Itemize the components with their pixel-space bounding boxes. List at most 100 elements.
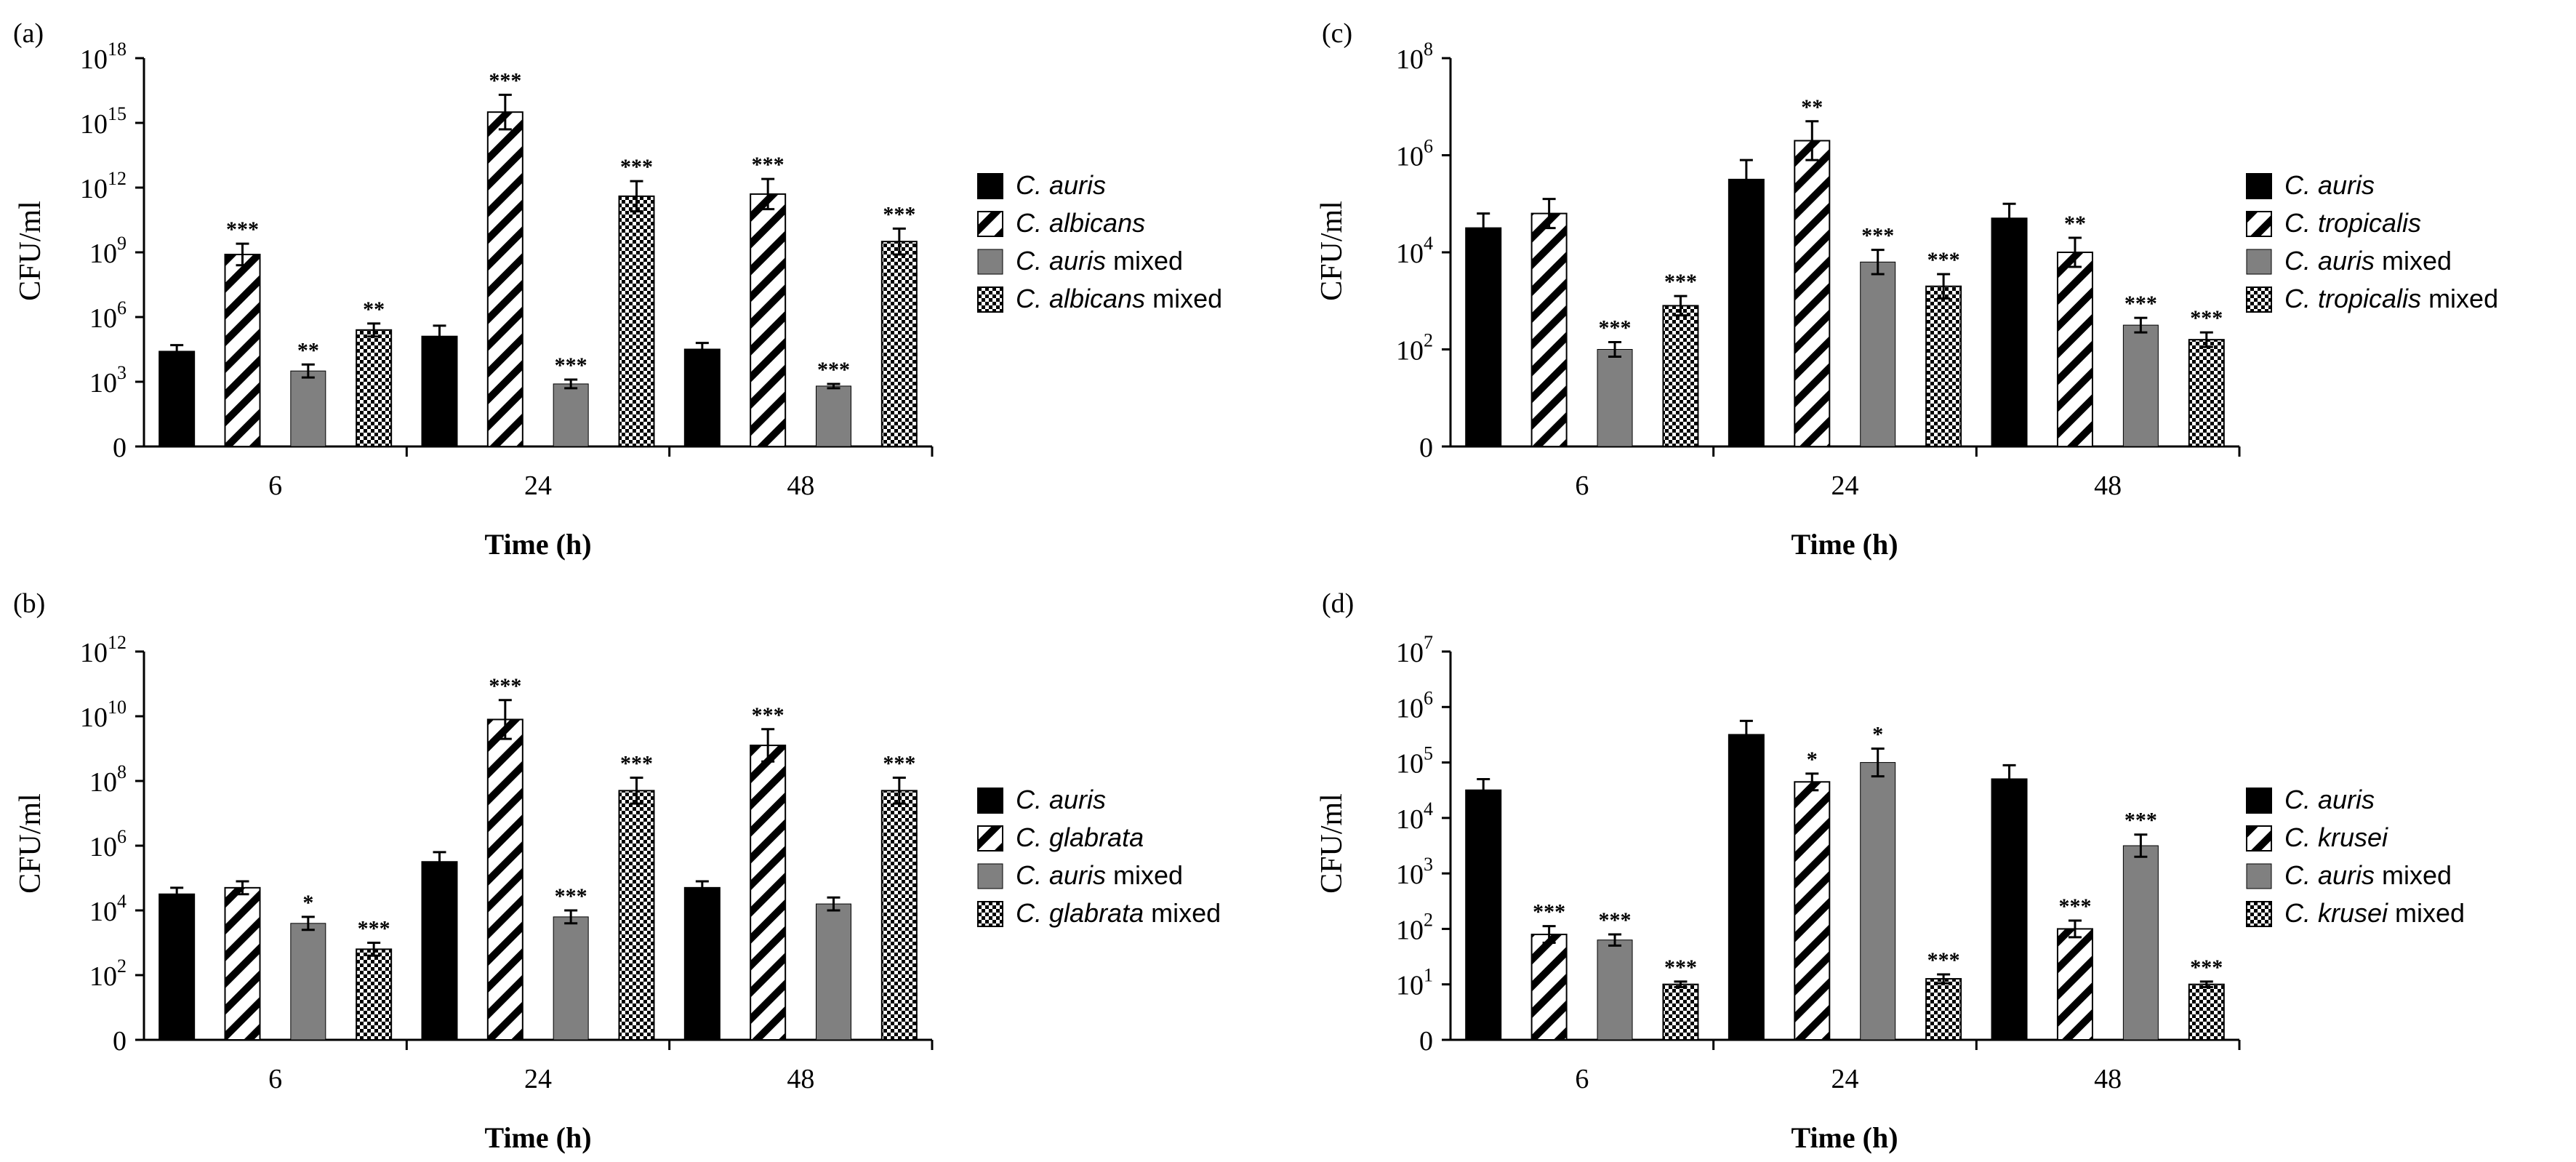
bar — [750, 193, 787, 447]
y-axis-label: CFU/ml — [14, 793, 47, 894]
bar — [356, 329, 393, 447]
legend-entry: C. auris mixed — [2284, 246, 2452, 276]
significance-label: *** — [752, 153, 785, 177]
bar — [1597, 349, 1633, 447]
significance-label: *** — [1861, 224, 1894, 248]
y-tick-label: 1012 — [80, 168, 127, 204]
significance-label: *** — [226, 217, 259, 241]
legend-entry: C. auris mixed — [2284, 860, 2452, 890]
x-tick-label: 48 — [2094, 470, 2122, 501]
y-tick-label: 106 — [89, 297, 127, 334]
bar — [1465, 789, 1502, 1041]
legend-swatch — [2246, 901, 2272, 927]
y-tick-label: 1012 — [80, 632, 127, 668]
x-tick-label: 6 — [1575, 470, 1589, 501]
bar — [224, 253, 261, 447]
significance-label: * — [302, 891, 313, 915]
legend-entry: C. auris mixed — [1016, 246, 1183, 276]
legend-entry: C. auris — [2284, 785, 2375, 814]
legend: C. auris C. tropicalis C. auris mixed C. tr… — [2246, 170, 2498, 313]
legend-swatch — [977, 863, 1003, 889]
legend-entry: C. albicans — [1016, 208, 1145, 238]
significance-label: * — [1807, 748, 1818, 772]
bar — [224, 886, 261, 1041]
y-tick-label: 103 — [89, 362, 127, 398]
x-tick-label: 6 — [268, 1064, 282, 1094]
legend-swatch — [2246, 173, 2272, 199]
y-axis-label: CFU/ml — [1315, 201, 1349, 301]
bar — [2122, 324, 2159, 447]
bar — [1597, 939, 1633, 1041]
bar — [750, 745, 787, 1041]
legend: C. auris C. glabrata C. auris mixed C. glab… — [977, 785, 1221, 928]
significance-label: *** — [2058, 894, 2091, 918]
bar — [1991, 778, 2028, 1041]
bar — [1465, 227, 1502, 447]
bar — [486, 718, 523, 1041]
y-tick-label: 102 — [89, 955, 127, 992]
bar — [1728, 734, 1765, 1041]
significance-label: ** — [1801, 95, 1823, 119]
bar — [2056, 928, 2093, 1041]
significance-label: *** — [1599, 908, 1632, 932]
x-tick-label: 48 — [787, 1064, 814, 1094]
significance-label: * — [1872, 723, 1883, 747]
bar — [2188, 983, 2225, 1041]
legend-entry: C. tropicalis — [2284, 208, 2421, 238]
x-axis-label: Time (h) — [484, 1121, 591, 1154]
significance-label: *** — [489, 674, 521, 698]
significance-label: ** — [2064, 212, 2086, 236]
legend-swatch — [2246, 788, 2272, 814]
bar — [2056, 252, 2093, 447]
significance-label: *** — [883, 752, 915, 776]
legend-swatch — [2246, 287, 2272, 313]
bar — [1530, 212, 1568, 447]
significance-label: *** — [883, 202, 915, 226]
panel-label: (a) — [13, 18, 44, 49]
y-tick-label: 102 — [1396, 330, 1433, 366]
y-tick-label: 108 — [1396, 39, 1433, 75]
x-axis-label: Time (h) — [1791, 528, 1898, 561]
bar — [421, 335, 458, 448]
x-tick-label: 48 — [2094, 1064, 2122, 1094]
bar — [1530, 934, 1568, 1041]
bar — [356, 948, 393, 1041]
y-tick-label: 105 — [1396, 743, 1433, 780]
significance-label: *** — [2124, 292, 2157, 316]
legend-swatch — [977, 173, 1003, 199]
bar — [1925, 285, 1962, 447]
legend-swatch — [977, 211, 1003, 237]
bar — [683, 886, 721, 1041]
panel-label: (b) — [13, 588, 45, 619]
y-tick-label: 0 — [1419, 1026, 1433, 1057]
bar — [618, 790, 655, 1041]
legend-swatch — [977, 788, 1003, 814]
x-tick-label: 24 — [524, 1064, 552, 1094]
chart-panel-a: (a) CFU/ml Time (h) 0 103 106 109 1012 1015 10… — [13, 18, 1222, 561]
legend: C. auris C. krusei C. auris mixed C. krusei… — [2246, 785, 2465, 928]
legend-swatch — [977, 901, 1003, 927]
significance-label: *** — [2124, 809, 2157, 833]
bar — [553, 916, 589, 1041]
bar — [290, 923, 326, 1041]
significance-label: *** — [1664, 955, 1697, 979]
y-tick-label: 103 — [1396, 854, 1433, 890]
significance-label: *** — [2190, 955, 2223, 979]
y-tick-label: 104 — [1396, 798, 1433, 835]
significance-label: *** — [555, 353, 587, 377]
significance-label: ** — [297, 338, 319, 362]
y-tick-label: 107 — [1396, 632, 1433, 668]
y-tick-label: 0 — [1419, 433, 1433, 463]
y-tick-label: 108 — [89, 761, 127, 798]
bar — [1662, 983, 1699, 1041]
bar — [2188, 339, 2225, 447]
significance-label: *** — [752, 703, 785, 727]
significance-label: *** — [2190, 306, 2223, 330]
legend-swatch — [977, 825, 1003, 852]
legend-entry: C. krusei mixed — [2284, 898, 2465, 928]
legend: C. auris C. albicans C. auris mixed C. albi… — [977, 170, 1222, 313]
bar — [816, 903, 851, 1041]
panel-label: (d) — [1322, 588, 1354, 619]
bar — [1860, 762, 1896, 1041]
x-tick-label: 6 — [268, 470, 282, 501]
